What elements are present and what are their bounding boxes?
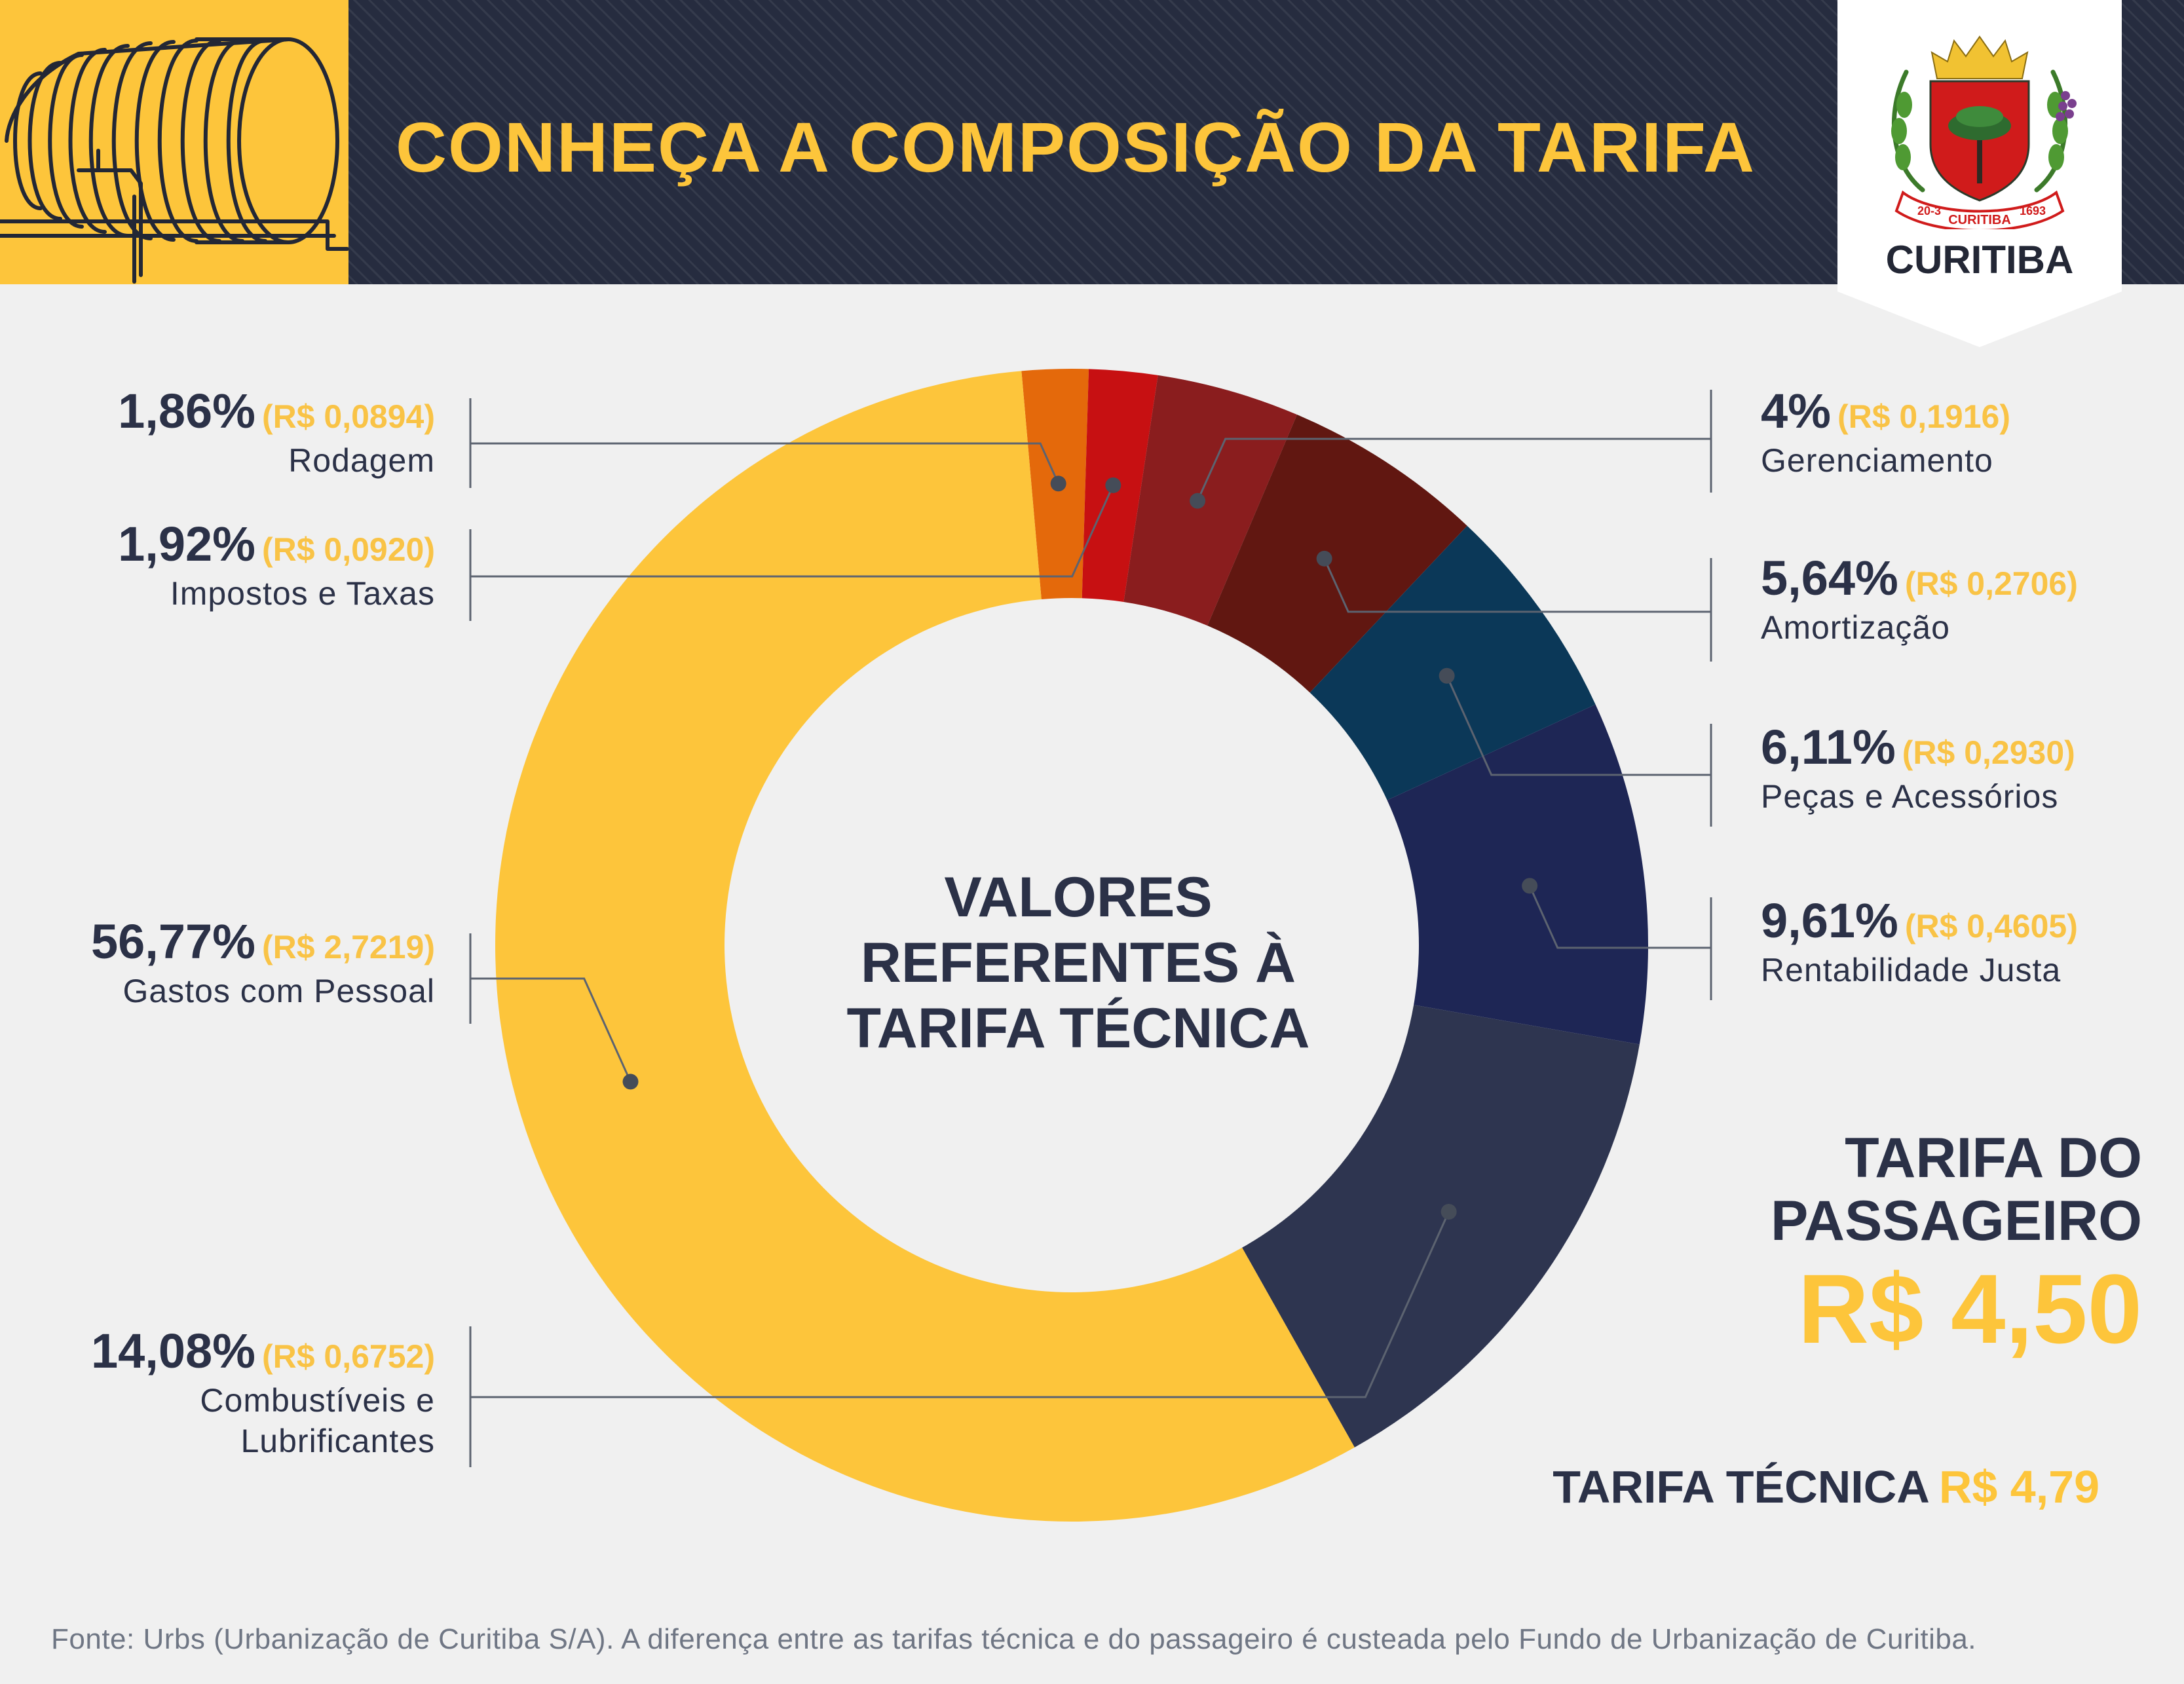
impostos-value: (R$ 0,0920) — [261, 531, 435, 568]
tube-station-icon — [0, 37, 348, 284]
dot-gerenciamento — [1190, 493, 1206, 509]
technical-fare-value: R$ 4,79 — [1938, 1461, 2099, 1512]
pecas-name: Peças e Acessórios — [1761, 778, 2059, 815]
amortizacao-name: Amortização — [1761, 609, 1950, 646]
label-gerenciamento: 4% (R$ 0,1916) Gerenciamento — [1761, 383, 2010, 479]
pessoal-percent: 56,77% — [90, 914, 255, 969]
slice-amortizacao — [1207, 415, 1467, 693]
rentabilidade-name: Rentabilidade Justa — [1761, 952, 2062, 988]
impostos-name: Impostos e Taxas — [170, 575, 435, 612]
amortizacao-percent: 5,64% — [1761, 551, 1898, 605]
gerenciamento-name: Gerenciamento — [1761, 442, 1993, 479]
label-pecas: 6,11% (R$ 0,2930) Peças e Acessórios — [1761, 719, 2075, 815]
technical-fare-block: TARIFA TÉCNICA R$ 4,79 — [1408, 1461, 2099, 1513]
technical-fare-title: TARIFA TÉCNICA — [1553, 1461, 1930, 1512]
dot-rodagem — [1050, 476, 1066, 492]
rentabilidade-value: (R$ 0,4605) — [1904, 908, 2078, 945]
label-impostos: 1,92% (R$ 0,0920) Impostos e Taxas — [118, 516, 435, 612]
label-rodagem: 1,86% (R$ 0,0894) Rodagem — [118, 383, 435, 479]
combustiveis-name-line2: Lubrificantes — [240, 1423, 435, 1459]
leader-line-gerenciamento — [1196, 438, 1711, 502]
tube-station-illustration — [0, 0, 348, 284]
dot-amortizacao — [1316, 550, 1332, 567]
gerenciamento-percent: 4% — [1761, 384, 1831, 438]
gerenciamento-value: (R$ 0,1916) — [1837, 398, 2010, 435]
pessoal-name: Gastos com Pessoal — [122, 973, 435, 1009]
label-pessoal: 56,77% (R$ 2,7219) Gastos com Pessoal — [91, 914, 435, 1010]
passenger-fare-title-line2: PASSAGEIRO — [1770, 1189, 2142, 1252]
passenger-fare-title-line1: TARIFA DO — [1845, 1127, 2142, 1189]
amortizacao-value: (R$ 0,2706) — [1904, 565, 2078, 602]
city-logo-card: 20-3 CURITIBA 1693 CURITIBA — [1837, 0, 2122, 347]
rodagem-name: Rodagem — [288, 442, 435, 479]
dot-impostos — [1105, 477, 1121, 493]
dot-rentabilidade — [1522, 878, 1538, 894]
dot-pecas — [1439, 667, 1455, 684]
dot-pessoal — [622, 1074, 639, 1090]
chart-center-title: VALORES REFERENTES À TARIFA TÉCNICA — [757, 865, 1399, 1061]
label-rentabilidade: 9,61% (R$ 0,4605) Rentabilidade Justa — [1761, 893, 2078, 989]
passenger-fare-block: TARIFA DO PASSAGEIRO R$ 4,50 — [1566, 1127, 2142, 1361]
leader-line-pecas — [1446, 675, 1711, 776]
crest-ribbon-right: 1693 — [2020, 204, 2046, 217]
leader-line-rodagem — [470, 442, 1060, 484]
slice-combustiveis — [1242, 1005, 1640, 1448]
label-combustiveis: 14,08% (R$ 0,6752) Combustíveis e Lubrifi… — [91, 1323, 435, 1460]
slice-rentabilidade — [1387, 704, 1648, 1045]
city-crest-icon: 20-3 CURITIBA 1693 — [1891, 35, 2077, 229]
center-title-line1: VALORES — [944, 866, 1213, 929]
passenger-fare-value: R$ 4,50 — [1798, 1254, 2142, 1364]
city-name: CURITIBA — [1885, 238, 2074, 282]
pecas-value: (R$ 0,2930) — [1902, 734, 2075, 771]
leader-line-combustiveis — [470, 1211, 1450, 1398]
pecas-percent: 6,11% — [1761, 720, 1896, 774]
header-banner: CONHEÇA A COMPOSIÇÃO DA TARIFA — [0, 0, 2184, 347]
center-title-line2: REFERENTES À — [860, 931, 1296, 994]
slice-pecas — [1309, 525, 1596, 800]
page-title: CONHEÇA A COMPOSIÇÃO DA TARIFA — [396, 107, 1756, 187]
slice-pessoal — [495, 371, 1355, 1522]
crest-ribbon-left: 20-3 — [1917, 204, 1941, 217]
leader-line-pessoal — [470, 977, 631, 1083]
leader-line-rentabilidade — [1528, 885, 1711, 949]
leader-line-impostos — [470, 485, 1114, 578]
combustiveis-percent: 14,08% — [90, 1324, 255, 1378]
pessoal-value: (R$ 2,7219) — [261, 929, 435, 965]
rodagem-percent: 1,86% — [118, 384, 255, 438]
label-amortizacao: 5,64% (R$ 0,2706) Amortização — [1761, 550, 2078, 646]
rodagem-value: (R$ 0,0894) — [261, 398, 435, 435]
rentabilidade-percent: 9,61% — [1761, 893, 1898, 948]
leader-line-amortizacao — [1323, 558, 1711, 613]
combustiveis-name-line1: Combustíveis e — [200, 1382, 435, 1419]
combustiveis-value: (R$ 0,6752) — [261, 1338, 435, 1375]
slice-gerenciamento — [1123, 375, 1297, 626]
center-title-line3: TARIFA TÉCNICA — [846, 997, 1310, 1060]
dot-combustiveis — [1440, 1203, 1457, 1220]
crest-ribbon-center: CURITIBA — [1948, 213, 2011, 227]
source-footnote: Fonte: Urbs (Urbanização de Curitiba S/A… — [51, 1623, 1977, 1655]
impostos-percent: 1,92% — [118, 517, 255, 571]
